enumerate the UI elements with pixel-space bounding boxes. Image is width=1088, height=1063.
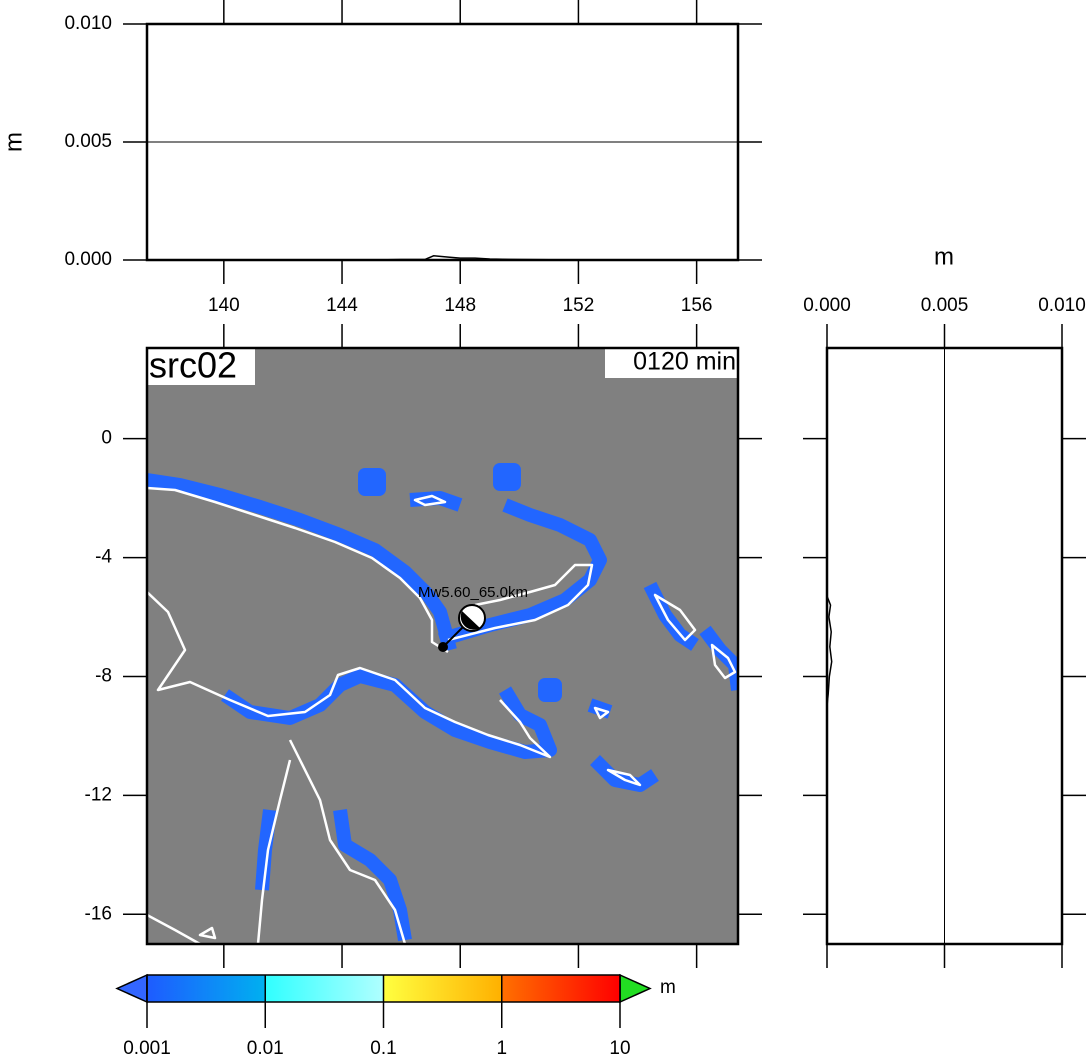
coastline [147, 486, 737, 944]
x-tick-label: 148 [444, 295, 476, 316]
y-tick-label: -16 [85, 903, 112, 924]
y-tick-label: -12 [85, 784, 112, 805]
x-tick-label: 144 [326, 295, 358, 316]
event-label: Mw5.60_65.0km [418, 584, 528, 601]
colorbar-tick-label: 0.01 [247, 1038, 284, 1059]
y-tick-label: 0.010 [64, 13, 112, 34]
colorbar-over [619, 973, 652, 1004]
map-frame [145, 346, 740, 946]
colorbar-segment [501, 975, 620, 1002]
x-tick-label: 0.000 [803, 295, 851, 316]
colorbar-tick-label: 1 [496, 1038, 507, 1059]
x-tick-label: 156 [681, 295, 713, 316]
colorbar-label: m [660, 977, 676, 998]
series-line [147, 254, 738, 261]
time-box [605, 348, 738, 378]
time-label: 0120 min [633, 348, 736, 376]
colorbar-segment [147, 975, 266, 1002]
x-tick-label: 152 [563, 295, 595, 316]
y-tick-label: 0.000 [64, 249, 112, 270]
colorbar-segment [265, 975, 384, 1002]
y-axis-label: m [0, 132, 27, 152]
map-title: src02 [149, 345, 237, 386]
colorbar-tick-label: 0.1 [370, 1038, 396, 1059]
colorbar-under [115, 973, 148, 1004]
colorbar-segment [383, 975, 502, 1002]
x-tick-label: 140 [208, 295, 240, 316]
event [438, 604, 486, 652]
y-tick-label: 0.005 [64, 131, 112, 152]
title-box [147, 348, 255, 385]
y-tick-label: -4 [95, 547, 112, 568]
colorbar-tick-label: 0.001 [123, 1038, 171, 1059]
y-tick-label: -8 [95, 665, 112, 686]
colorbar-tick-label: 10 [609, 1038, 630, 1059]
map-area [147, 348, 738, 944]
x-axis-label: m [934, 243, 954, 270]
x-tick-label: 0.010 [1038, 295, 1086, 316]
x-tick-label: 0.005 [921, 295, 969, 316]
y-tick-label: 0 [101, 428, 112, 449]
series-line [826, 348, 833, 944]
